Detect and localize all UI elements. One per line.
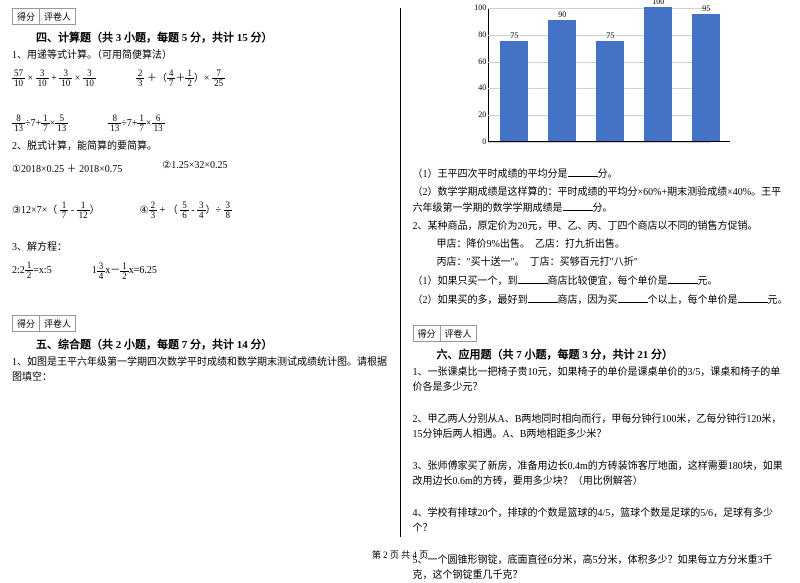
q6-2: 2、甲乙两人分别从A、B两地同时相向而行，甲每分钟行100米，乙每分钟行120米… xyxy=(413,412,789,442)
q2-bing: 丙店："买十送一"。 丁店：买够百元打"八折" xyxy=(413,255,789,270)
score-box: 得分 评卷人 xyxy=(12,8,388,25)
y-tick-label: 40 xyxy=(470,83,486,92)
right-column: 0 20 40 60 80 100 75 90 75 100 95 （1）王平四次平时成绩的平均分是… xyxy=(401,0,800,545)
section-5-title: 五、综合题（共 2 小题，每题 7 分，共计 14 分） xyxy=(12,336,388,352)
chart-bar xyxy=(692,14,720,141)
expr-1: 5710 × 310 + 310 × 310 xyxy=(12,69,96,88)
section-6-title: 六、应用题（共 7 小题，每题 3 分，共计 21 分） xyxy=(413,346,789,362)
q6-4: 4、学校有排球20个，排球的个数是篮球的4/5，篮球个数是足球的5/6，足球有多… xyxy=(413,506,789,536)
circ-row-1: ①2018×0.25 ＋ 2018×0.75 ②1.25×32×0.25 xyxy=(12,160,388,175)
y-tick-label: 80 xyxy=(470,30,486,39)
score-box-5: 得分 评卷人 xyxy=(12,315,388,332)
q5-1: 1、如图是王平六年级第一学期四次数学平时成绩和数学期末测试成绩统计图。请根据图填… xyxy=(12,355,388,385)
bar-value-label: 100 xyxy=(644,0,672,6)
y-tick-label: 20 xyxy=(470,110,486,119)
chart-bar xyxy=(548,20,576,141)
score-label-6: 得分 xyxy=(413,325,441,342)
blank-field[interactable] xyxy=(563,200,593,211)
blank-field[interactable] xyxy=(618,292,648,303)
q2-jia: 甲店：降价9%出售。 乙店：打九折出售。 xyxy=(413,237,789,252)
bar-value-label: 75 xyxy=(500,31,528,40)
expr-row-2: 813÷7+17×513 813÷7+17×613 xyxy=(12,114,388,133)
y-tick-label: 60 xyxy=(470,57,486,66)
eq-1: 2:212=x:5 xyxy=(12,261,52,280)
circ-row-2: ③12×7×（ 17 - 112） ④23 + （ 56 - 34）÷ 38 xyxy=(12,201,388,220)
blank-field[interactable] xyxy=(528,292,558,303)
left-column: 得分 评卷人 四、计算题（共 3 小题，每题 5 分，共计 15 分） 1、用递… xyxy=(0,0,400,545)
expr-row-1: 5710 × 310 + 310 × 310 23 ＋（47＋12）× 725 xyxy=(12,69,388,88)
bar-value-label: 75 xyxy=(596,31,624,40)
y-tick-label: 0 xyxy=(470,137,486,146)
q6-1: 1、一张课桌比一把椅子贵10元，如果椅子的单价是课桌单价的3/5，课桌和椅子的单… xyxy=(413,365,789,395)
gridline xyxy=(488,142,710,143)
q6-3: 3、张师傅家买了新房，准备用边长0.4m的方砖装饰客厅地面，这样需要180块，如… xyxy=(413,459,789,489)
page-container: 得分 评卷人 四、计算题（共 3 小题，每题 5 分，共计 15 分） 1、用递… xyxy=(0,0,800,545)
q2-sub2: （2）如果买的多，最好到商店，因为买个以上，每个单价是元。 xyxy=(413,292,789,308)
blank-field[interactable] xyxy=(568,166,598,177)
grader-label: 评卷人 xyxy=(39,8,76,25)
chart-q2: （2）数学学期成绩是这样算的：平时成绩的平均分×60%+期末测验成绩×40%。王… xyxy=(413,185,789,216)
q4-3: 3、解方程： xyxy=(12,240,388,255)
page-number: 第 2 页 共 4 页 xyxy=(0,548,800,561)
circ-4: ④23 + （ 56 - 34）÷ 38 xyxy=(140,201,232,220)
bar-chart: 02040608010075907510095 xyxy=(470,8,730,158)
q2-intro: 2、某种商品，原定价为20元，甲、乙、丙、丁四个商店以不同的销售方促销。 xyxy=(413,219,789,234)
gridline xyxy=(488,8,710,9)
eq-2: 134x－12x=6.25 xyxy=(92,261,157,280)
blank-field[interactable] xyxy=(518,273,548,284)
y-tick-label: 100 xyxy=(470,3,486,12)
section-4-title: 四、计算题（共 3 小题，每题 5 分，共计 15 分） xyxy=(12,29,388,45)
score-label-5: 得分 xyxy=(12,315,40,332)
chart-bar xyxy=(596,41,624,142)
score-box-6: 得分 评卷人 xyxy=(413,325,789,342)
expr-3: 813÷7+17×513 xyxy=(12,114,68,133)
bar-value-label: 90 xyxy=(548,10,576,19)
circ-3: ③12×7×（ 17 - 112） xyxy=(12,201,100,220)
q2-sub1: （1）如果只买一个，到商店比较便宜，每个单价是元。 xyxy=(413,273,789,289)
expr-4: 813÷7+17×613 xyxy=(108,114,164,133)
chart-bar xyxy=(644,7,672,141)
q4-2: 2、脱式计算，能简算的要简算。 xyxy=(12,139,388,154)
grader-label-6: 评卷人 xyxy=(440,325,477,342)
eq-row: 2:212=x:5 134x－12x=6.25 xyxy=(12,261,388,280)
expr-2: 23 ＋（47＋12）× 725 xyxy=(136,69,225,88)
chart-q1: （1）王平四次平时成绩的平均分是分。 xyxy=(413,166,789,182)
grader-label-5: 评卷人 xyxy=(39,315,76,332)
score-label: 得分 xyxy=(12,8,40,25)
circ-1: ①2018×0.25 ＋ 2018×0.75 xyxy=(12,160,122,175)
blank-field[interactable] xyxy=(738,292,768,303)
bar-value-label: 95 xyxy=(692,4,720,13)
q4-1: 1、用递等式计算。（可用简便算法） xyxy=(12,48,388,63)
blank-field[interactable] xyxy=(668,273,698,284)
chart-bar xyxy=(500,41,528,142)
circ-2: ②1.25×32×0.25 xyxy=(162,160,227,175)
y-axis xyxy=(488,8,489,142)
